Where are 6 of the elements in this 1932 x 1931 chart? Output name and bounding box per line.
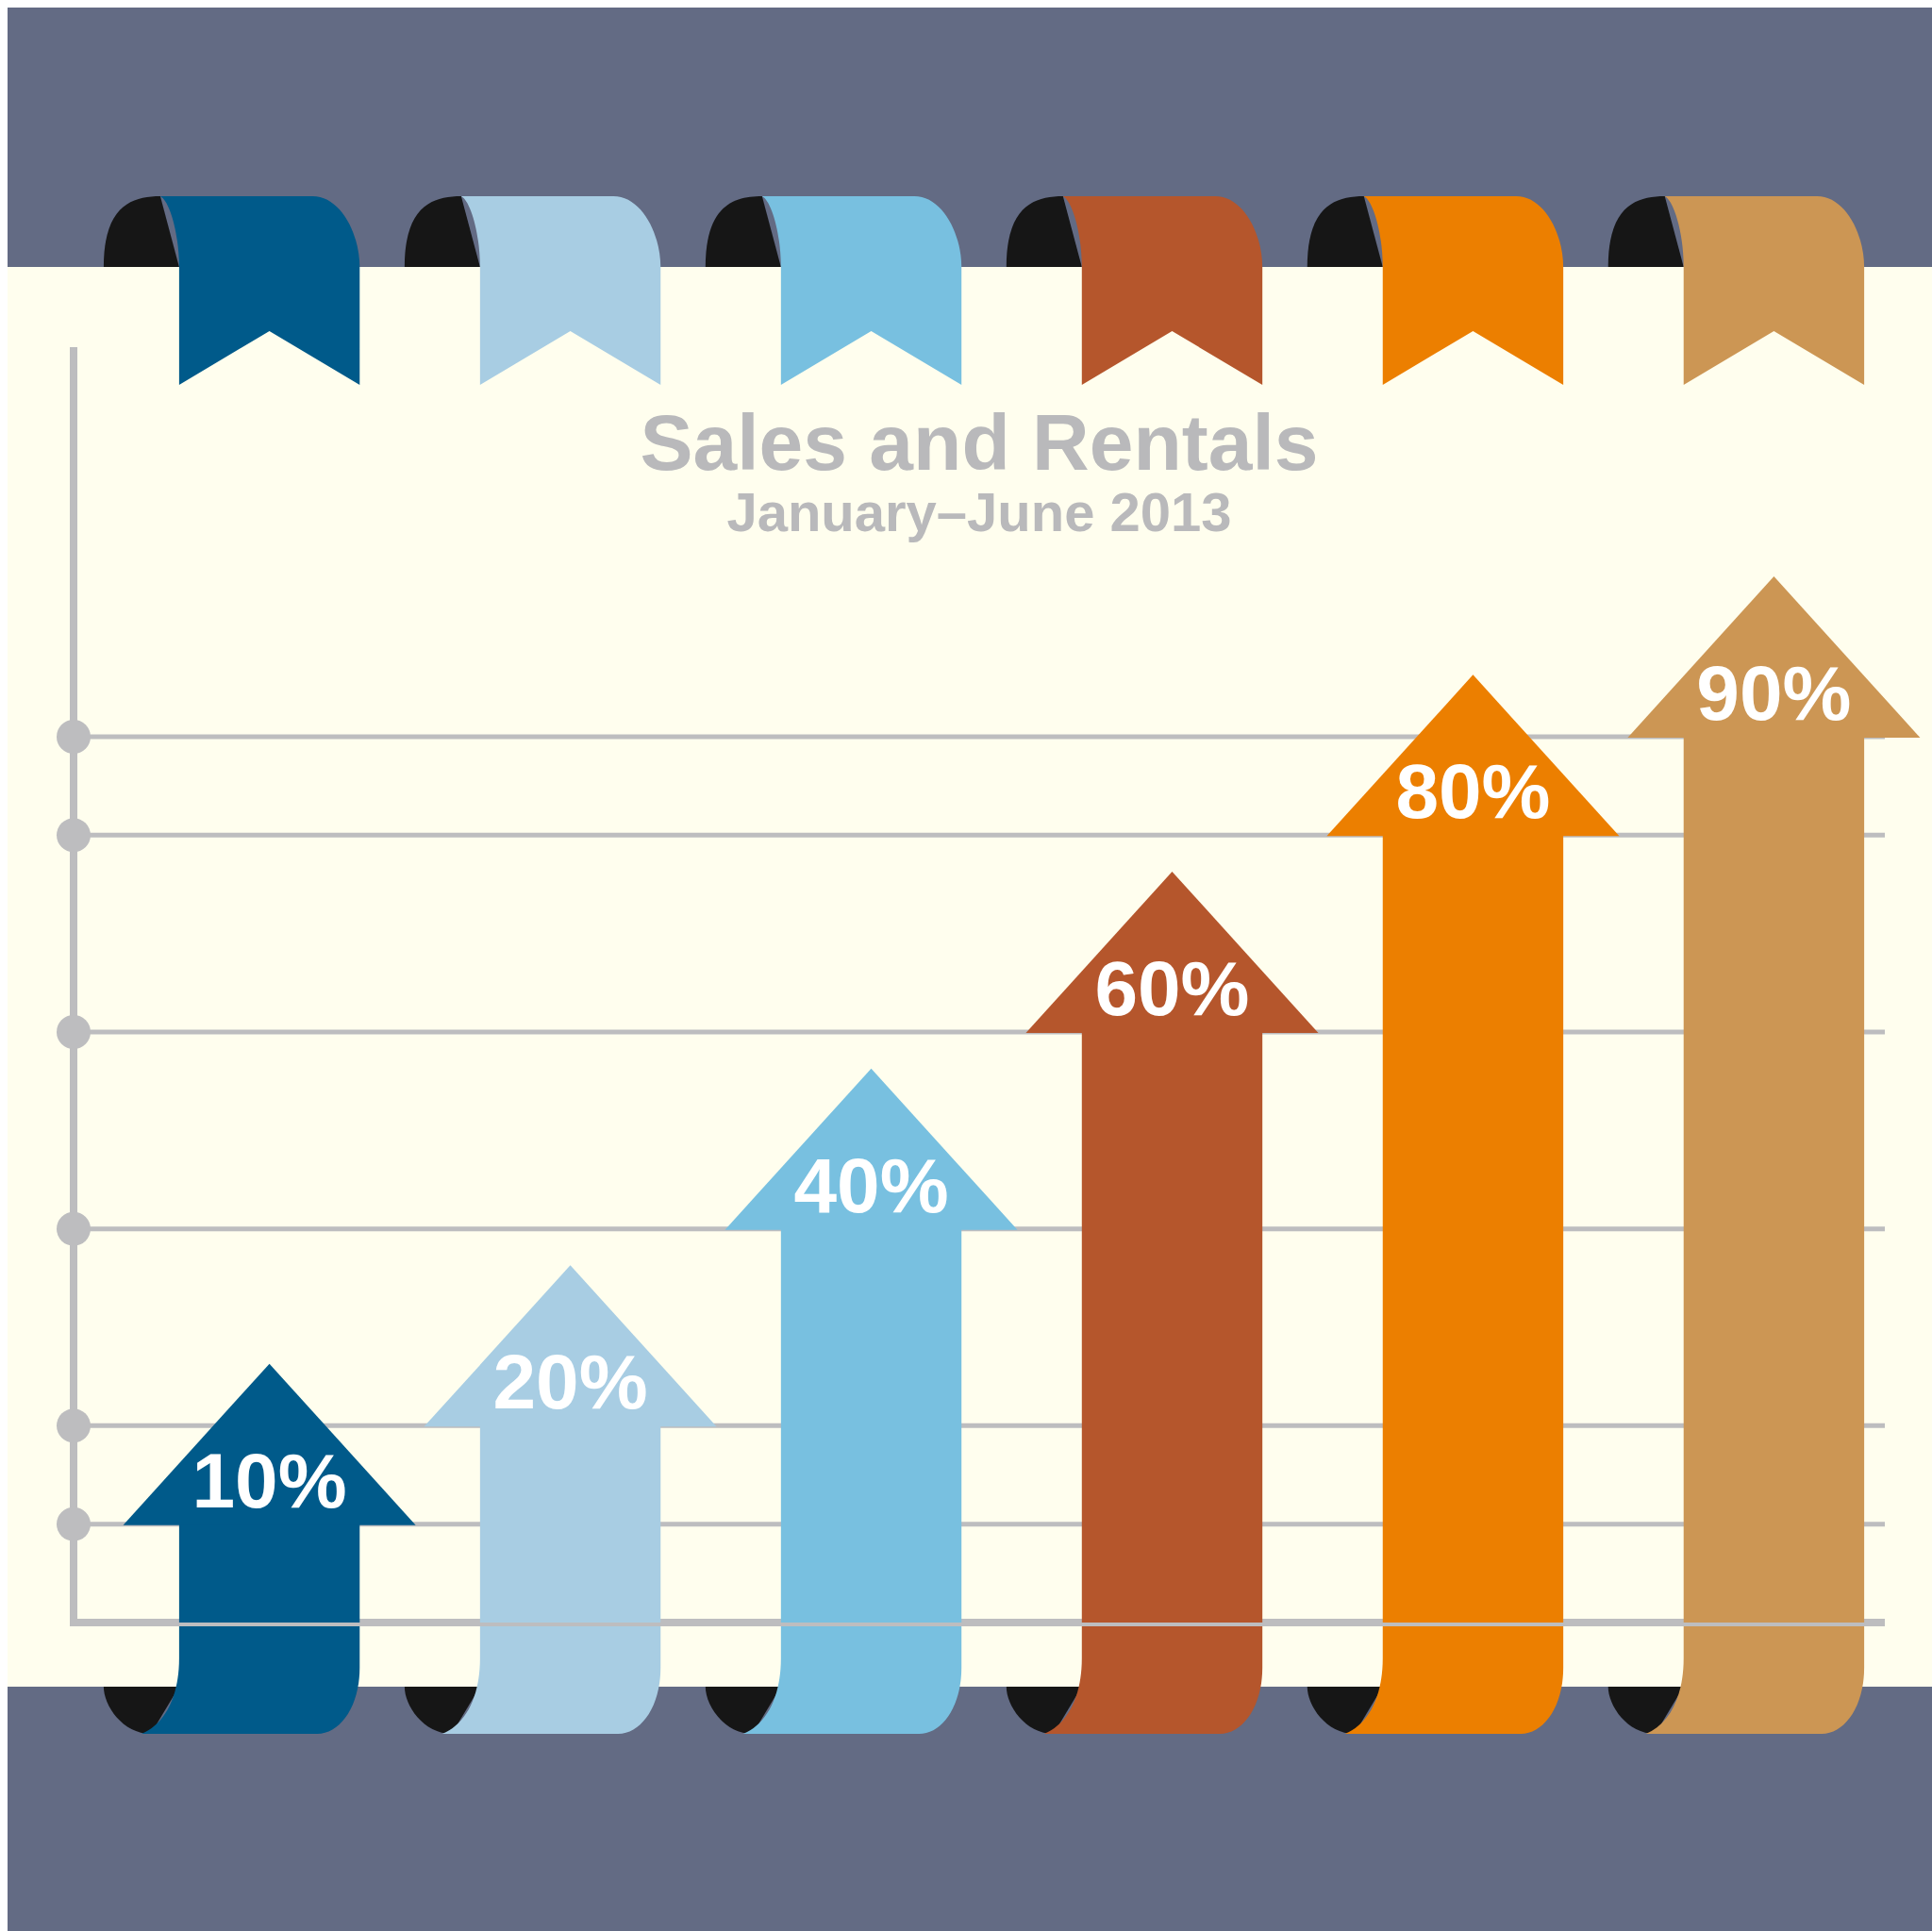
data-label: 90% bbox=[1696, 650, 1852, 736]
data-label: 80% bbox=[1395, 748, 1551, 835]
data-label: 40% bbox=[793, 1141, 949, 1228]
data-label: 20% bbox=[492, 1339, 648, 1425]
data-label: 60% bbox=[1094, 945, 1250, 1031]
data-label: 10% bbox=[192, 1437, 347, 1523]
